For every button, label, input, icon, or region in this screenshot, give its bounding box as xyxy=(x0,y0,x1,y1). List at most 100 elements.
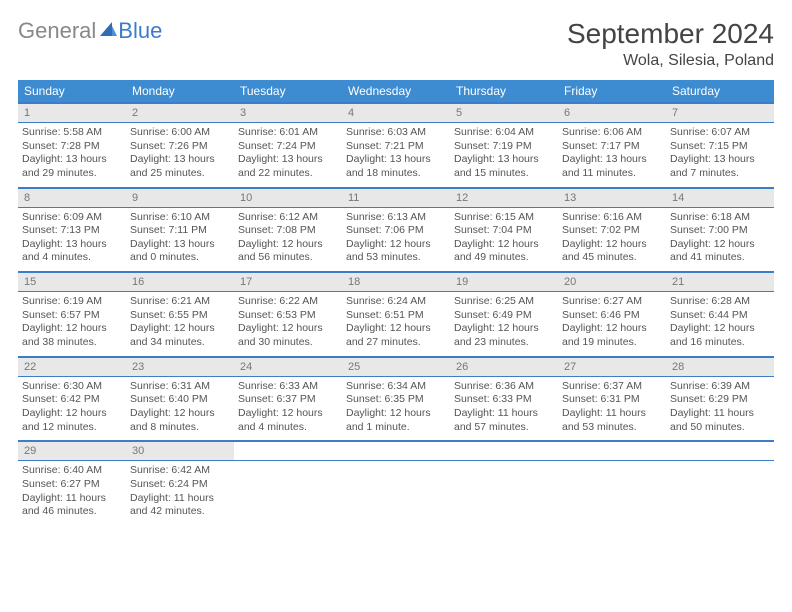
day-header-row: SundayMondayTuesdayWednesdayThursdayFrid… xyxy=(18,80,774,103)
day-number: 29 xyxy=(18,441,126,461)
sunrise: Sunrise: 6:19 AM xyxy=(22,295,122,309)
day-number: 9 xyxy=(126,188,234,208)
day-number: 26 xyxy=(450,357,558,377)
sunrise: Sunrise: 6:27 AM xyxy=(562,295,662,309)
sunset: Sunset: 7:19 PM xyxy=(454,140,554,154)
day-cell: Sunrise: 6:25 AMSunset: 6:49 PMDaylight:… xyxy=(450,292,558,357)
week-row: Sunrise: 6:19 AMSunset: 6:57 PMDaylight:… xyxy=(18,292,774,357)
daylight: Daylight: 13 hours and 15 minutes. xyxy=(454,153,554,180)
day-number: 12 xyxy=(450,188,558,208)
sunset: Sunset: 6:29 PM xyxy=(670,393,770,407)
daylight: Daylight: 13 hours and 18 minutes. xyxy=(346,153,446,180)
daylight: Daylight: 11 hours and 57 minutes. xyxy=(454,407,554,434)
sunrise: Sunrise: 6:04 AM xyxy=(454,126,554,140)
day-cell: Sunrise: 6:33 AMSunset: 6:37 PMDaylight:… xyxy=(234,376,342,441)
daylight: Daylight: 12 hours and 4 minutes. xyxy=(238,407,338,434)
day-cell: Sunrise: 6:00 AMSunset: 7:26 PMDaylight:… xyxy=(126,123,234,188)
sunrise: Sunrise: 6:06 AM xyxy=(562,126,662,140)
day-number xyxy=(450,441,558,461)
day-cell: Sunrise: 6:37 AMSunset: 6:31 PMDaylight:… xyxy=(558,376,666,441)
daylight: Daylight: 13 hours and 22 minutes. xyxy=(238,153,338,180)
day-cell: Sunrise: 6:12 AMSunset: 7:08 PMDaylight:… xyxy=(234,207,342,272)
sunrise: Sunrise: 6:34 AM xyxy=(346,380,446,394)
day-number xyxy=(342,441,450,461)
daylight: Daylight: 13 hours and 4 minutes. xyxy=(22,238,122,265)
day-header: Monday xyxy=(126,80,234,103)
daylight: Daylight: 11 hours and 50 minutes. xyxy=(670,407,770,434)
sunrise: Sunrise: 6:01 AM xyxy=(238,126,338,140)
sunset: Sunset: 7:08 PM xyxy=(238,224,338,238)
daynum-row: 15161718192021 xyxy=(18,272,774,292)
day-number xyxy=(234,441,342,461)
day-number: 25 xyxy=(342,357,450,377)
day-number: 3 xyxy=(234,103,342,123)
day-number: 17 xyxy=(234,272,342,292)
day-number: 28 xyxy=(666,357,774,377)
daylight: Daylight: 13 hours and 0 minutes. xyxy=(130,238,230,265)
day-header: Saturday xyxy=(666,80,774,103)
sunset: Sunset: 7:02 PM xyxy=(562,224,662,238)
day-number: 21 xyxy=(666,272,774,292)
day-cell: Sunrise: 6:27 AMSunset: 6:46 PMDaylight:… xyxy=(558,292,666,357)
sunrise: Sunrise: 6:09 AM xyxy=(22,211,122,225)
daylight: Daylight: 13 hours and 29 minutes. xyxy=(22,153,122,180)
sunrise: Sunrise: 6:28 AM xyxy=(670,295,770,309)
day-number: 18 xyxy=(342,272,450,292)
day-cell: Sunrise: 6:24 AMSunset: 6:51 PMDaylight:… xyxy=(342,292,450,357)
week-row: Sunrise: 6:30 AMSunset: 6:42 PMDaylight:… xyxy=(18,376,774,441)
daylight: Daylight: 12 hours and 53 minutes. xyxy=(346,238,446,265)
day-cell: Sunrise: 6:09 AMSunset: 7:13 PMDaylight:… xyxy=(18,207,126,272)
day-cell xyxy=(558,461,666,525)
daylight: Daylight: 12 hours and 1 minute. xyxy=(346,407,446,434)
day-number: 5 xyxy=(450,103,558,123)
sunset: Sunset: 7:13 PM xyxy=(22,224,122,238)
sunset: Sunset: 6:31 PM xyxy=(562,393,662,407)
day-cell xyxy=(234,461,342,525)
daynum-row: 891011121314 xyxy=(18,188,774,208)
daylight: Daylight: 13 hours and 25 minutes. xyxy=(130,153,230,180)
day-cell: Sunrise: 6:18 AMSunset: 7:00 PMDaylight:… xyxy=(666,207,774,272)
sunrise: Sunrise: 6:10 AM xyxy=(130,211,230,225)
sunrise: Sunrise: 6:00 AM xyxy=(130,126,230,140)
day-number: 13 xyxy=(558,188,666,208)
sunrise: Sunrise: 6:24 AM xyxy=(346,295,446,309)
day-cell: Sunrise: 6:01 AMSunset: 7:24 PMDaylight:… xyxy=(234,123,342,188)
sunset: Sunset: 7:15 PM xyxy=(670,140,770,154)
day-header: Wednesday xyxy=(342,80,450,103)
sunrise: Sunrise: 6:39 AM xyxy=(670,380,770,394)
sunset: Sunset: 7:21 PM xyxy=(346,140,446,154)
sunset: Sunset: 7:17 PM xyxy=(562,140,662,154)
day-cell: Sunrise: 6:39 AMSunset: 6:29 PMDaylight:… xyxy=(666,376,774,441)
day-cell: Sunrise: 6:28 AMSunset: 6:44 PMDaylight:… xyxy=(666,292,774,357)
daylight: Daylight: 12 hours and 12 minutes. xyxy=(22,407,122,434)
week-row: Sunrise: 6:40 AMSunset: 6:27 PMDaylight:… xyxy=(18,461,774,525)
week-row: Sunrise: 5:58 AMSunset: 7:28 PMDaylight:… xyxy=(18,123,774,188)
day-header: Friday xyxy=(558,80,666,103)
day-cell: Sunrise: 6:07 AMSunset: 7:15 PMDaylight:… xyxy=(666,123,774,188)
day-number: 1 xyxy=(18,103,126,123)
sunrise: Sunrise: 6:31 AM xyxy=(130,380,230,394)
sunrise: Sunrise: 6:30 AM xyxy=(22,380,122,394)
daylight: Daylight: 12 hours and 45 minutes. xyxy=(562,238,662,265)
day-cell: Sunrise: 6:15 AMSunset: 7:04 PMDaylight:… xyxy=(450,207,558,272)
sunset: Sunset: 6:44 PM xyxy=(670,309,770,323)
day-number: 11 xyxy=(342,188,450,208)
daylight: Daylight: 13 hours and 7 minutes. xyxy=(670,153,770,180)
day-number: 4 xyxy=(342,103,450,123)
sunset: Sunset: 6:55 PM xyxy=(130,309,230,323)
sunset: Sunset: 6:24 PM xyxy=(130,478,230,492)
sunrise: Sunrise: 6:37 AM xyxy=(562,380,662,394)
day-cell: Sunrise: 6:19 AMSunset: 6:57 PMDaylight:… xyxy=(18,292,126,357)
sunset: Sunset: 6:27 PM xyxy=(22,478,122,492)
day-cell: Sunrise: 6:03 AMSunset: 7:21 PMDaylight:… xyxy=(342,123,450,188)
sunrise: Sunrise: 6:25 AM xyxy=(454,295,554,309)
daylight: Daylight: 11 hours and 42 minutes. xyxy=(130,492,230,519)
sunrise: Sunrise: 6:07 AM xyxy=(670,126,770,140)
sunrise: Sunrise: 6:21 AM xyxy=(130,295,230,309)
day-number: 16 xyxy=(126,272,234,292)
day-cell: Sunrise: 6:42 AMSunset: 6:24 PMDaylight:… xyxy=(126,461,234,525)
day-cell xyxy=(666,461,774,525)
day-header: Sunday xyxy=(18,80,126,103)
sunset: Sunset: 6:49 PM xyxy=(454,309,554,323)
daylight: Daylight: 12 hours and 49 minutes. xyxy=(454,238,554,265)
